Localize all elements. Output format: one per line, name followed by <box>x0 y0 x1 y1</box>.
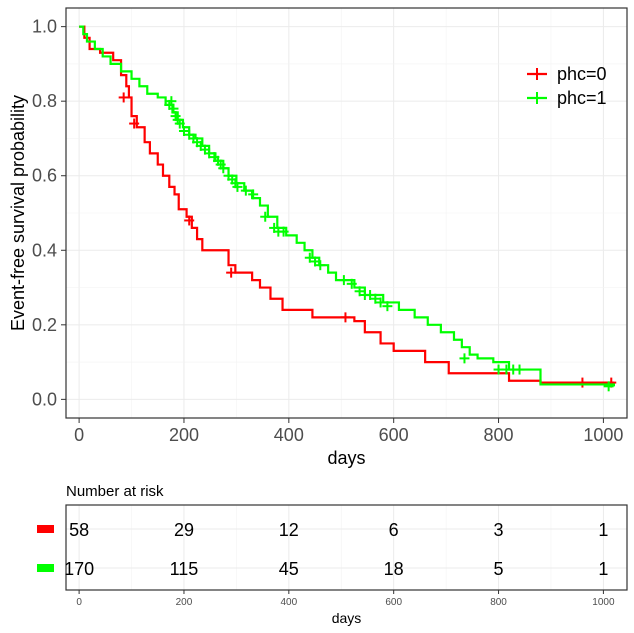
plot-border <box>65 7 628 419</box>
risk-x-tick-label: 800 <box>490 597 507 608</box>
censor-mark <box>218 163 229 174</box>
censor-mark <box>370 293 381 304</box>
risk-row-swatch <box>37 564 54 572</box>
censor-mark <box>166 96 177 107</box>
censor-mark <box>365 290 376 300</box>
censor-mark <box>240 185 251 196</box>
legend-item: phc=1 <box>527 88 607 108</box>
legend-item: phc=0 <box>527 64 607 84</box>
risk-row-phc=0: 58 29 12 6 3 1 <box>37 520 608 540</box>
risk-count: 115 <box>170 559 199 579</box>
censor-mark <box>204 148 215 159</box>
survival-curve <box>79 25 615 387</box>
censor-mark <box>382 301 393 312</box>
risk-count: 18 <box>384 559 404 579</box>
legend-label: phc=0 <box>557 64 607 84</box>
risk-x-tick-label: 200 <box>176 597 193 608</box>
risk-count: 170 <box>64 559 94 579</box>
x-tick-label: 400 <box>274 425 304 445</box>
censor-mark <box>340 312 351 323</box>
grid-lines <box>66 8 627 418</box>
censor-mark <box>577 377 588 388</box>
risk-count: 29 <box>174 520 194 540</box>
y-tick-label: 0.2 <box>32 315 57 335</box>
censor-mark <box>174 118 185 129</box>
censor-mark <box>304 252 315 263</box>
risk-x-tick-label: 400 <box>280 597 297 608</box>
censor-mark <box>260 211 271 222</box>
censor-mark <box>232 181 243 192</box>
series-phc=0 <box>79 25 617 388</box>
censor-mark <box>459 353 470 364</box>
censor-mark <box>129 118 140 129</box>
x-tick-label: 0 <box>74 425 84 445</box>
censor-mark <box>184 215 195 226</box>
series-phc=1 <box>79 25 615 392</box>
censor-mark <box>375 297 386 308</box>
y-tick-label: 0.8 <box>32 91 57 111</box>
y-tick-label: 0.6 <box>32 166 57 186</box>
y-tick-label: 1.0 <box>32 17 57 37</box>
risk-x-tick-label: 0 <box>76 597 82 608</box>
risk-count: 1 <box>598 559 608 579</box>
y-tick-label: 0.4 <box>32 240 57 260</box>
risk-count: 45 <box>279 559 299 579</box>
censor-mark <box>603 381 614 392</box>
risk-count: 12 <box>279 520 299 540</box>
risk-table-title: Number at risk <box>66 483 164 500</box>
censor-mark <box>118 92 129 103</box>
risk-count: 6 <box>389 520 399 540</box>
censor-mark <box>514 364 525 375</box>
x-tick-label: 800 <box>484 425 514 445</box>
censor-mark <box>354 286 365 297</box>
x-tick-label: 600 <box>379 425 409 445</box>
censor-mark <box>315 260 326 271</box>
x-tick-label: 200 <box>169 425 199 445</box>
censor-mark <box>310 256 321 267</box>
legend-label: phc=1 <box>557 88 607 108</box>
risk-count: 1 <box>598 520 608 540</box>
risk-x-tick-label: 600 <box>385 597 402 608</box>
censor-mark <box>178 126 189 136</box>
censor-mark <box>248 189 259 200</box>
risk-row-swatch <box>37 525 54 533</box>
y-tick-label: 0.0 <box>32 389 57 409</box>
censor-mark <box>168 103 179 114</box>
x-tick-label: 1000 <box>583 425 623 445</box>
censor-mark <box>346 278 357 289</box>
risk-table: 58 29 12 6 3 1 170 115 45 18 5 1 0 200 400 600 800 1000 da… <box>37 504 628 626</box>
legend: phc=0 phc=1 <box>527 64 607 108</box>
x-axis-title: days <box>327 448 365 468</box>
risk-border <box>65 504 628 591</box>
risk-row-phc=1: 170 115 45 18 5 1 <box>37 559 608 579</box>
censor-mark <box>278 226 289 237</box>
risk-count: 3 <box>494 520 504 540</box>
risk-x-tick-label: 1000 <box>592 597 615 608</box>
risk-count: 58 <box>69 520 89 540</box>
survival-curve <box>79 25 614 384</box>
risk-count: 5 <box>494 559 504 579</box>
censor-mark <box>226 267 237 278</box>
censor-mark <box>338 275 349 286</box>
y-axis-title: Event-free survival probability <box>8 95 28 331</box>
risk-x-axis-title: days <box>332 610 362 626</box>
